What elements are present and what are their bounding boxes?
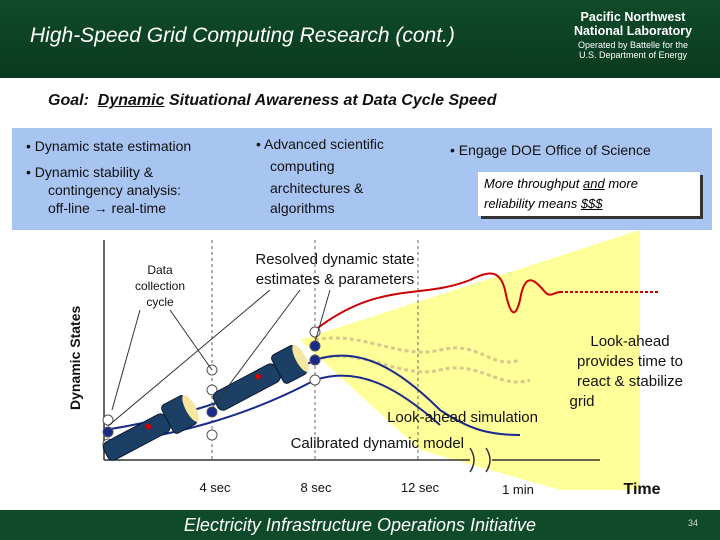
flashlight-icon <box>102 394 199 461</box>
axis-break-right <box>485 447 491 473</box>
footer-title: Electricity Infrastructure Operations In… <box>183 515 537 535</box>
logo-line-2: National Laboratory <box>573 24 693 38</box>
bullet-panel: • Dynamic state estimation • Dynamic sta… <box>12 128 712 230</box>
resolved-pointer-1 <box>107 289 271 427</box>
axis-break-left <box>469 447 475 473</box>
goal-heading: Goal: Dynamic Situational Awareness at D… <box>48 92 496 110</box>
logo-line-1: Pacific Northwest <box>580 10 686 24</box>
y-axis-label: Dynamic States <box>67 306 83 410</box>
data-point <box>309 374 321 386</box>
bullet-stability-line3: off-line → real-time <box>48 200 167 216</box>
lookahead-sim-label: Look-ahead simulation <box>387 409 538 426</box>
tick-8sec: 8 sec <box>300 480 332 495</box>
resolved-pointer-3 <box>314 289 331 343</box>
data-point <box>309 354 321 366</box>
data-cycle-label-3: cycle <box>146 295 174 309</box>
tick-4sec: 4 sec <box>199 480 231 495</box>
dynamic-response-curve <box>314 272 561 331</box>
bullet-advanced-line2: computing <box>270 158 335 174</box>
goal-rest: Situational Awareness at Data Cycle Spee… <box>168 92 497 109</box>
resolved-label-2: estimates & parameters <box>256 271 414 288</box>
bullet-state-estimation: • Dynamic state estimation <box>26 138 192 154</box>
data-cycle-label-1: Data <box>147 263 173 277</box>
resolved-label-1: Resolved dynamic state <box>255 251 414 268</box>
bullet-advanced-line1: • Advanced scientific <box>256 136 384 152</box>
logo-line-4: U.S. Department of Energy <box>578 50 688 60</box>
lookahead-beam <box>300 230 640 490</box>
throughput-callout-box: More throughput and more reliability mea… <box>478 172 700 216</box>
bullet-stability-line1: • Dynamic stability & <box>26 164 154 180</box>
data-cycle-pointer-2 <box>169 309 213 371</box>
bullet-stability-line2: contingency analysis: <box>48 182 182 198</box>
bullet-advanced-line4: algorithms <box>270 200 335 216</box>
data-cycle-label-2: collection <box>135 279 185 293</box>
lookahead-note-3: react & stabilize <box>577 373 683 390</box>
callout-line-2: reliability means $$$ <box>484 196 603 211</box>
calibrated-model-label: Calibrated dynamic model <box>291 435 464 452</box>
predicted-trajectory-1 <box>314 336 521 364</box>
data-cycle-pointer-1 <box>111 309 141 411</box>
callout-line-1: More throughput and more <box>484 176 638 191</box>
data-cycle-label-bg <box>128 260 184 312</box>
dynamic-states-diagram: Dynamic States Data collection c <box>67 230 683 498</box>
pnnl-logo: Pacific Northwest National Laboratory Op… <box>568 10 698 60</box>
x-axis-label: Time <box>623 481 660 498</box>
tick-12sec: 12 sec <box>401 480 440 495</box>
slide-title: High-Speed Grid Computing Research (cont… <box>30 24 455 47</box>
logo-line-3: Operated by Battelle for the <box>577 40 689 50</box>
header-bar: High-Speed Grid Computing Research (cont… <box>0 0 720 78</box>
footer-bar: Electricity Infrastructure Operations In… <box>0 510 720 540</box>
bullet-engage-doe: • Engage DOE Office of Science <box>450 142 651 158</box>
data-point <box>206 406 218 418</box>
data-point <box>206 429 218 441</box>
data-point <box>206 384 218 396</box>
resolved-pointer-2 <box>211 289 301 409</box>
goal-prefix: Goal: <box>48 92 89 109</box>
data-point <box>102 414 114 426</box>
lookahead-note-1: Look-ahead <box>590 333 669 350</box>
lookahead-note-4: grid <box>569 393 594 410</box>
data-point <box>102 426 114 438</box>
tick-1min: 1 min <box>502 482 534 497</box>
bullet-advanced-line3: architectures & <box>270 180 364 196</box>
data-point <box>309 340 321 352</box>
goal-emphasis: Dynamic <box>97 92 165 109</box>
lookahead-note-2: provides time to <box>577 353 683 370</box>
page-number: 34 <box>687 518 698 528</box>
